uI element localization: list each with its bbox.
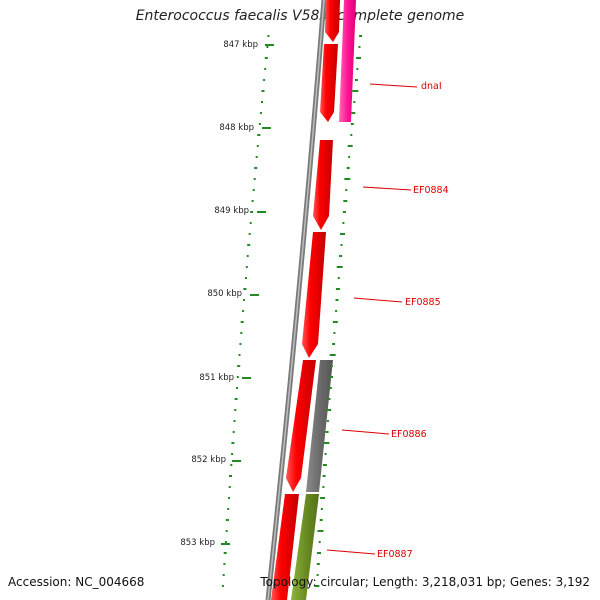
cds-block-ef0887	[271, 494, 299, 600]
gene-label-ef0886[interactable]: EF0886	[341, 429, 427, 440]
kbp-label: 850 kbp	[207, 289, 242, 299]
feature-gray	[306, 360, 333, 492]
kbp-label: 848 kbp	[219, 123, 254, 133]
map-title: Enterococcus faecalis V583, complete gen…	[135, 8, 465, 24]
gene-name: EF0884	[413, 185, 449, 196]
kbp-label: 853 kbp	[180, 538, 215, 548]
gene-label-ef0885[interactable]: EF0885	[353, 297, 441, 308]
gc-skew-track-right	[314, 35, 363, 587]
gene-name: dnaI	[421, 81, 442, 92]
gene-label-ef0884[interactable]: EF0884	[362, 185, 449, 196]
kbp-label: 851 kbp	[199, 373, 234, 383]
cds-block-dnai	[320, 44, 338, 122]
cds-block-top	[325, 0, 340, 42]
kbp-label: 849 kbp	[214, 206, 249, 216]
cds-block-ef0885	[302, 232, 326, 358]
gene-name: EF0887	[377, 549, 413, 560]
gene-leader-line	[353, 297, 403, 303]
gene-leader-line	[362, 186, 412, 191]
gene-leader-line	[341, 429, 390, 435]
accession-text: Accession: NC_004668	[8, 575, 145, 589]
gene-name: EF0886	[391, 429, 427, 440]
backbone-track-highlight	[267, 0, 325, 600]
genome-summary-text: Topology: circular; Length: 3,218,031 bp…	[260, 575, 590, 589]
gene-label-dnai[interactable]: dnaI	[369, 81, 442, 92]
gene-leader-line	[369, 83, 418, 88]
cds-block-ef0884	[313, 140, 333, 230]
feature-magenta	[339, 0, 356, 122]
kbp-label: 852 kbp	[191, 455, 226, 465]
gene-leader-line	[326, 549, 376, 555]
gene-name: EF0885	[405, 297, 441, 308]
gene-label-ef0887[interactable]: EF0887	[326, 549, 413, 560]
kbp-label: 847 kbp	[223, 40, 258, 50]
kbp-ruler: 847 kbp 848 kbp 849 kbp 850 kbp 851 kbp …	[180, 40, 274, 548]
gc-skew-track-left	[221, 35, 270, 587]
cds-block-ef0886	[286, 360, 316, 492]
feature-olive	[291, 494, 319, 600]
